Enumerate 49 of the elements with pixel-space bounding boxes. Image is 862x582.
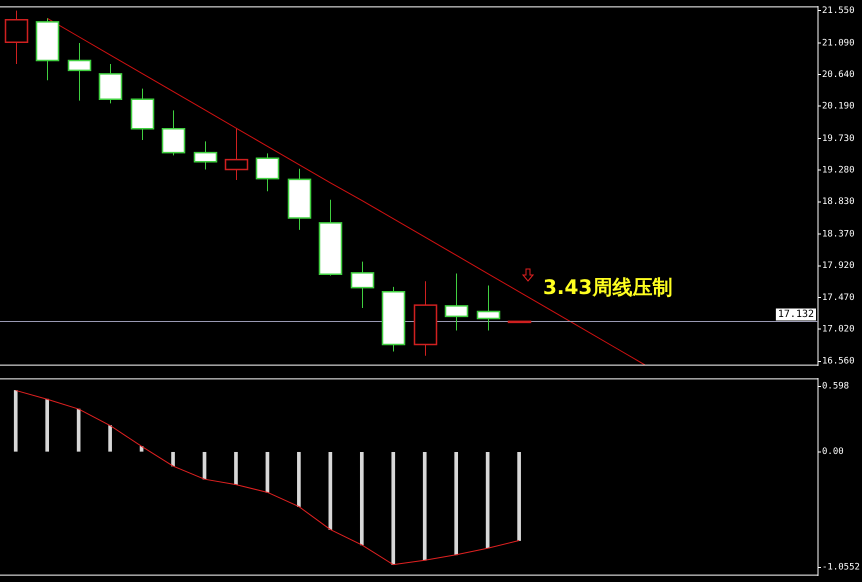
bar xyxy=(486,452,490,549)
y-tick-label: 18.370 xyxy=(822,229,855,240)
y-tick-label: 0.00 xyxy=(822,447,844,458)
bar xyxy=(45,398,50,452)
y-tick-label: 19.280 xyxy=(822,166,855,176)
y-tick-label: 20.640 xyxy=(822,70,855,80)
y-tick-label: 20.190 xyxy=(822,102,855,112)
candlestick xyxy=(414,280,438,356)
y-tick-label: 0.598 xyxy=(822,382,850,392)
bar xyxy=(76,408,80,452)
bar xyxy=(266,452,270,493)
candlestick xyxy=(382,286,406,352)
y-tick-label: 17.920 xyxy=(822,261,855,272)
ref-line-label: 17.132 xyxy=(778,309,814,320)
y-tick-label: -1.0552 xyxy=(822,562,860,573)
y-tick-label: 21.090 xyxy=(822,38,855,48)
candlestick xyxy=(68,42,92,102)
bar xyxy=(360,452,364,546)
candlestick xyxy=(224,128,248,181)
candlestick xyxy=(350,261,374,308)
bar xyxy=(234,452,238,485)
candlestick xyxy=(4,10,28,65)
candlestick xyxy=(476,284,500,331)
y-tick-label: 17.470 xyxy=(822,292,855,303)
y-tick-label: 21.550 xyxy=(822,6,855,16)
bar xyxy=(171,452,175,466)
candlestick xyxy=(288,168,312,230)
annotation: 3.43周线压制 xyxy=(543,275,672,300)
bar xyxy=(454,452,458,556)
bar xyxy=(297,452,301,507)
bar xyxy=(422,452,427,561)
bar xyxy=(391,452,396,565)
bar xyxy=(517,452,521,541)
candlestick xyxy=(194,140,218,170)
candlestick xyxy=(256,152,280,192)
candlestick xyxy=(130,88,154,140)
bar xyxy=(202,452,206,480)
candlestick xyxy=(162,110,186,156)
y-tick-label: 17.020 xyxy=(822,324,855,334)
y-tick-label: 18.830 xyxy=(822,197,855,208)
candlestick xyxy=(318,199,342,276)
candlestick xyxy=(98,64,122,104)
bar xyxy=(108,425,112,452)
bar xyxy=(14,390,18,452)
y-tick-label: 19.730 xyxy=(822,134,855,144)
candlestick xyxy=(36,18,60,81)
bar xyxy=(328,452,332,530)
y-tick-label: 16.560 xyxy=(822,356,855,367)
candlestick xyxy=(444,273,468,331)
